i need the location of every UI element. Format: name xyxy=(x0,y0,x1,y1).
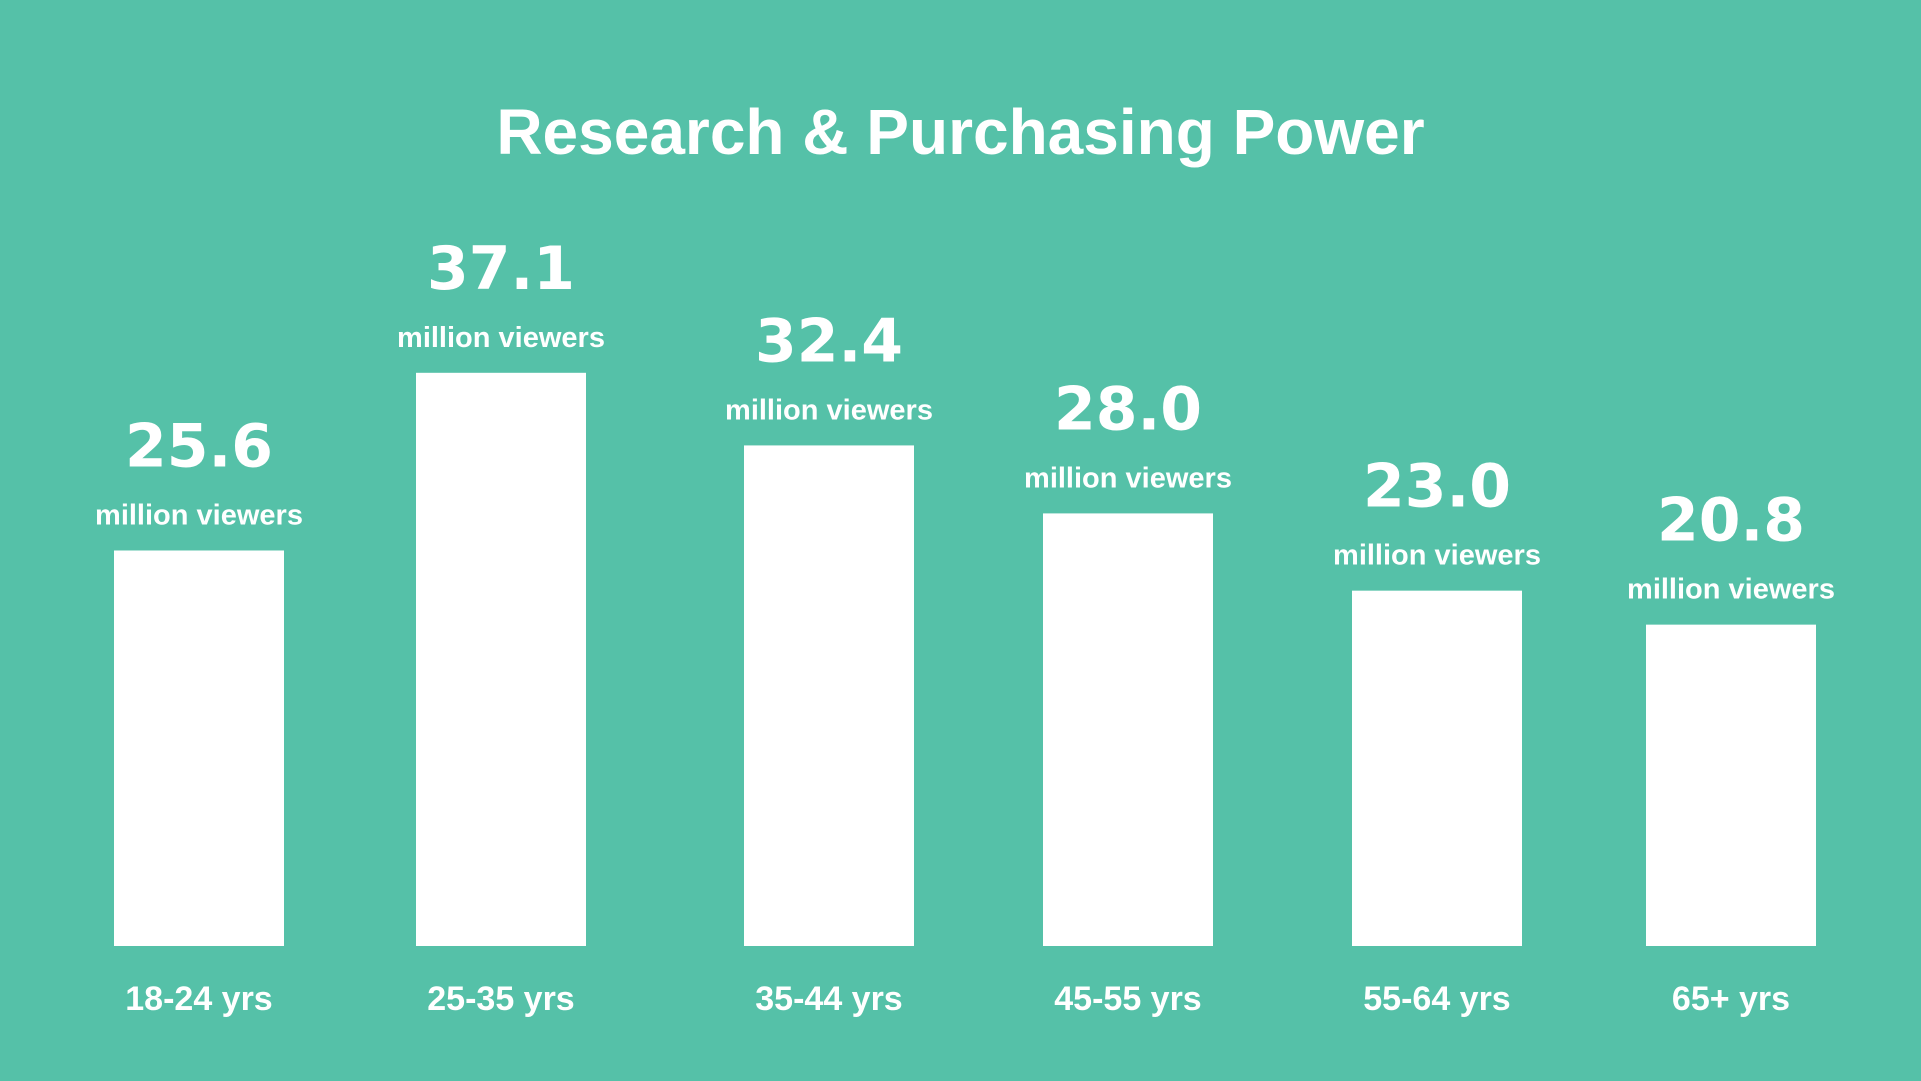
category-label: 25-35 yrs xyxy=(427,980,574,1018)
category-label: 65+ yrs xyxy=(1672,980,1790,1018)
bar-unit-label: million viewers xyxy=(1333,540,1541,572)
bar-unit-label: million viewers xyxy=(95,499,303,531)
bar-1 xyxy=(114,550,284,946)
bar-unit-label: million viewers xyxy=(725,394,933,426)
bar-value-label: 28.0 xyxy=(1054,374,1202,444)
bar-6 xyxy=(1646,624,1816,946)
bar-3 xyxy=(744,445,914,946)
bar-value-label: 25.6 xyxy=(125,411,273,481)
chart-title: Research & Purchasing Power xyxy=(496,96,1425,168)
bar-value-label: 20.8 xyxy=(1657,486,1805,556)
bar-unit-label: million viewers xyxy=(1024,462,1232,494)
bar-2 xyxy=(416,372,586,946)
bar-5 xyxy=(1352,590,1522,946)
bar-value-label: 32.4 xyxy=(755,306,903,376)
bar-unit-label: million viewers xyxy=(397,322,605,354)
category-label: 18-24 yrs xyxy=(125,980,272,1018)
category-label: 35-44 yrs xyxy=(755,980,902,1018)
bar-unit-label: million viewers xyxy=(1627,574,1835,606)
bar-4 xyxy=(1043,513,1213,946)
bar-value-label: 23.0 xyxy=(1363,452,1511,522)
bar-value-label: 37.1 xyxy=(427,234,575,304)
category-label: 55-64 yrs xyxy=(1363,980,1510,1018)
category-label: 45-55 yrs xyxy=(1054,980,1201,1018)
